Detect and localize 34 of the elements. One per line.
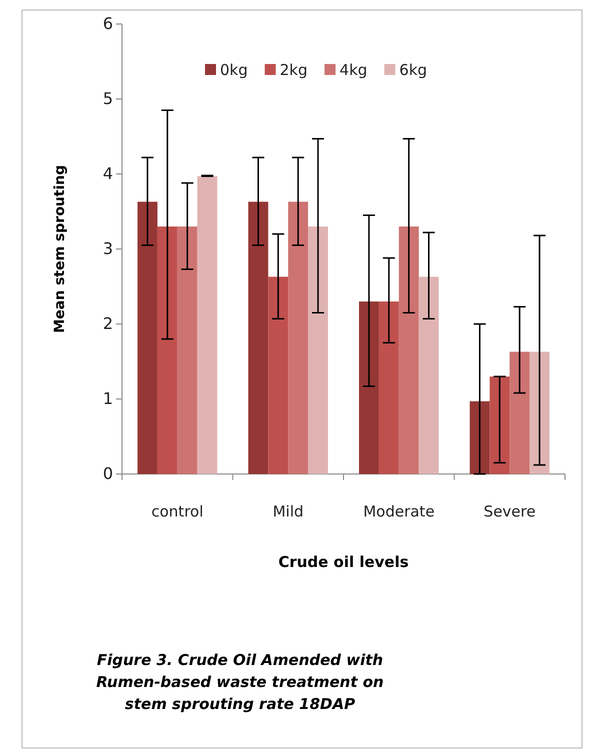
- bar: [248, 202, 268, 474]
- bar: [197, 176, 218, 474]
- x-tick-label: Moderate: [363, 502, 435, 521]
- bar: [157, 226, 178, 474]
- bar: [308, 226, 328, 474]
- bar: [418, 276, 439, 474]
- x-tick-label: control: [151, 502, 204, 521]
- bar: [398, 226, 419, 474]
- bar: [378, 302, 399, 474]
- bar: [177, 226, 198, 474]
- legend-label: 4kg: [340, 61, 368, 79]
- y-tick-label: 0: [102, 464, 113, 484]
- bar: [490, 376, 510, 474]
- legend-label: 0kg: [220, 61, 248, 79]
- x-axis-title: Crude oil levels: [278, 553, 409, 571]
- bar: [288, 202, 308, 474]
- y-axis-title: Mean stem sprouting: [52, 164, 68, 334]
- y-tick-label: 5: [102, 89, 113, 108]
- bar: [138, 202, 158, 474]
- x-tick-label: Mild: [272, 502, 304, 521]
- y-tick-label: 1: [102, 389, 113, 408]
- y-tick-label: 3: [102, 239, 113, 258]
- bar: [510, 352, 530, 474]
- y-tick-label: 6: [102, 14, 113, 34]
- caption: Figure 3. Crude Oil Amended with Rumen-based waste treatment on stem sprouting rate 18DAP: [96, 651, 384, 713]
- y-tick-label: 4: [102, 164, 113, 184]
- bar: [359, 302, 379, 474]
- legend-label: 6kg: [399, 61, 428, 79]
- bar: [268, 276, 288, 474]
- bar: [530, 352, 550, 474]
- x-tick-label: Severe: [484, 502, 536, 521]
- bar: [470, 401, 490, 474]
- y-tick-label: 2: [102, 314, 113, 334]
- legend-label: 2kg: [280, 61, 308, 79]
